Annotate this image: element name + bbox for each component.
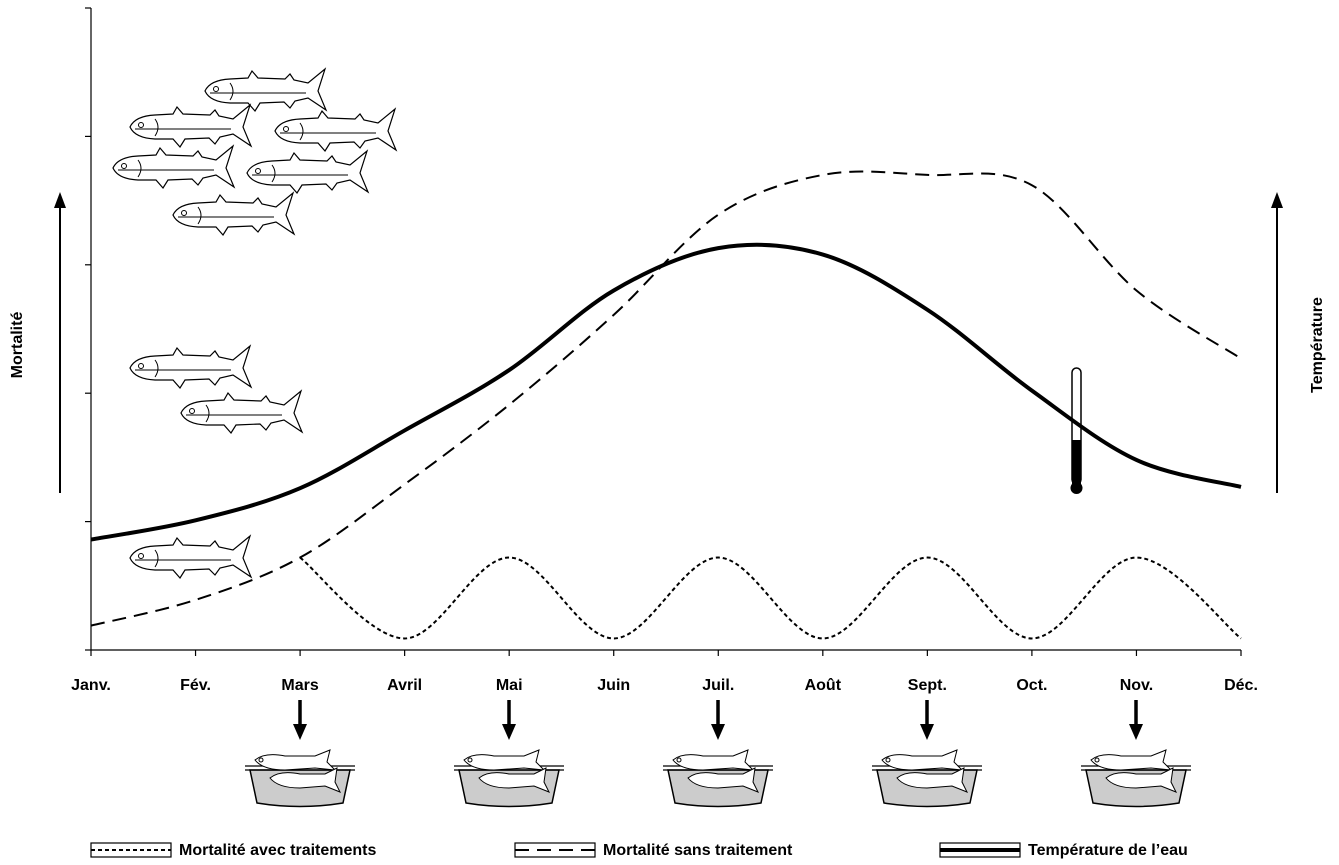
x-tick-label: Janv.: [71, 677, 111, 694]
y-arrows: [54, 192, 1283, 493]
treatment-arrowhead: [502, 724, 516, 740]
treatment-tank: [245, 750, 355, 807]
x-tick-label: Juil.: [702, 677, 734, 694]
series-line: [91, 245, 1241, 540]
x-tick-label: Août: [805, 677, 842, 694]
legend-label: Température de l’eau: [1028, 842, 1188, 859]
legend-swatch: [91, 843, 171, 857]
treatment-tank: [872, 750, 982, 807]
x-tick-label: Avril: [387, 677, 422, 694]
treatment-tank: [1081, 750, 1191, 807]
x-tick-label: Fév.: [180, 677, 211, 694]
x-tick-label: Mars: [281, 677, 318, 694]
treatment-arrowhead: [711, 724, 725, 740]
fish-school: [113, 69, 396, 578]
legend-label: Mortalité avec traitements: [179, 842, 377, 859]
series-line: [300, 558, 1241, 639]
chart: Mortalité Température Janv. Fév. Mars Avril…: [0, 0, 1339, 865]
treatment-arrowhead: [293, 724, 307, 740]
page: Mortalité Température Janv. Fév. Mars Avril…: [0, 0, 1339, 865]
y-axis-label: Mortalité: [9, 312, 26, 379]
thermometer: [1071, 368, 1083, 494]
x-tick-label: Oct.: [1016, 677, 1047, 694]
x-tick-label: Déc.: [1224, 677, 1258, 694]
x-tick-label: Mai: [496, 677, 523, 694]
x-tick-label: Nov.: [1120, 677, 1153, 694]
x-tick-label: Sept.: [908, 677, 947, 694]
legend-label: Mortalité sans traitement: [603, 842, 793, 859]
treatment-arrowhead: [920, 724, 934, 740]
x-tick-label: Juin: [597, 677, 630, 694]
treatment-arrowhead: [1129, 724, 1143, 740]
treatment-tank: [454, 750, 564, 807]
treatment-tank: [663, 750, 773, 807]
y2-axis-label: Température: [1309, 297, 1326, 393]
